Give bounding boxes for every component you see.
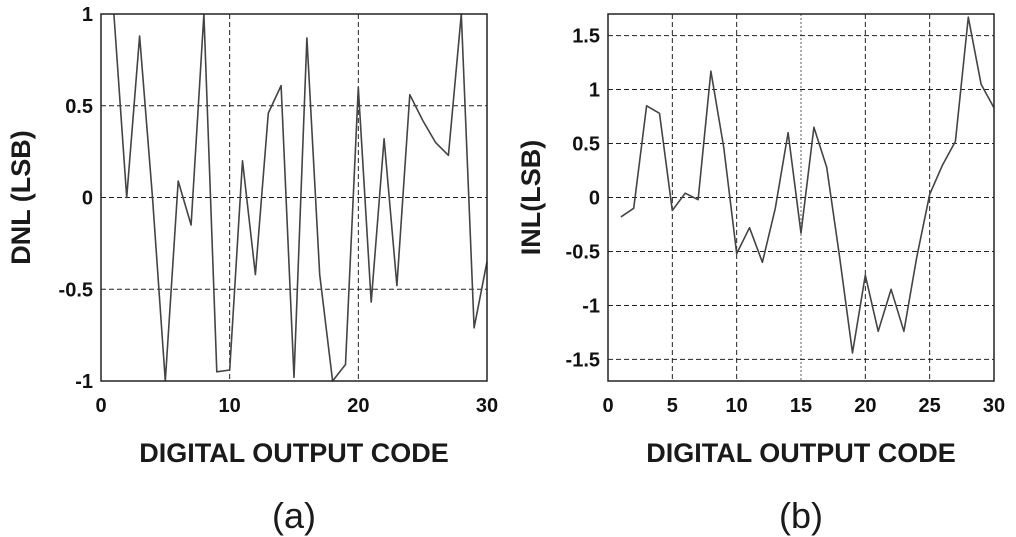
x-tick-label: 10 [219, 395, 241, 417]
x-tick-label: 25 [919, 395, 941, 417]
x-tick-label: 20 [347, 395, 369, 417]
y-tick-label: -0.5 [59, 279, 93, 301]
x-tick-label: 30 [983, 395, 1005, 417]
panel-label-a: (a) [272, 495, 316, 536]
y-tick-label: -0.5 [566, 241, 600, 263]
y-axis-label-a: DNL (LSB) [6, 130, 36, 265]
y-tick-label: 1 [82, 4, 93, 26]
y-tick-label: -1 [582, 295, 600, 317]
y-tick-label: -1 [75, 371, 93, 393]
dnl-series-line [113, 13, 488, 382]
y-tick-label: 0.5 [572, 134, 600, 156]
y-tick-label: 0.5 [65, 96, 93, 118]
plot-frame-a [100, 13, 488, 382]
x-tick-label: 30 [476, 395, 498, 417]
y-tick-label: 0 [82, 188, 93, 210]
chart-panel-a: 0 10 20 30 1 0.5 0 -0.5 -1 DIGITAL OUTPUT CODE D… [6, 4, 498, 536]
x-tick-label: 5 [667, 395, 678, 417]
x-tick-label: 0 [602, 395, 613, 417]
plot-frame-b [607, 13, 995, 382]
x-tick-label: 10 [726, 395, 748, 417]
inl-series-line [620, 16, 995, 354]
y-tick-label: 1 [589, 80, 600, 102]
y-tick-label: 1.5 [572, 26, 600, 48]
y-tick-label: 0 [589, 188, 600, 210]
x-axis-label-b: DIGITAL OUTPUT CODE [646, 438, 956, 468]
x-axis-label-a: DIGITAL OUTPUT CODE [139, 438, 449, 468]
y-axis-label-b: INL(LSB) [516, 140, 546, 255]
y-tick-label: -1.5 [566, 349, 600, 371]
panel-label-b: (b) [779, 495, 823, 536]
x-tick-label: 0 [95, 395, 106, 417]
chart-panel-b: 0 5 10 15 20 25 30 1.5 1 0.5 0 -0.5 -1 -1.5 DIGITAL O… [516, 13, 1005, 536]
x-tick-label: 15 [790, 395, 812, 417]
x-tick-label: 20 [854, 395, 876, 417]
